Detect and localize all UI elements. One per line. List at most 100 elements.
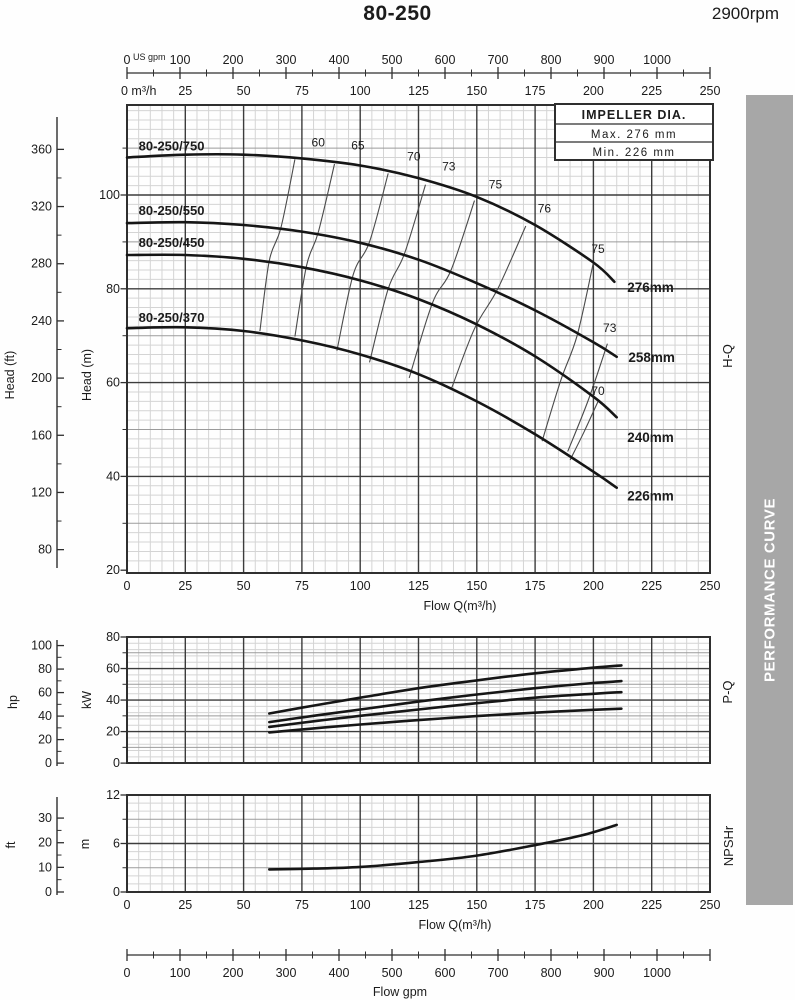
efficiency-label: 70 — [591, 384, 605, 398]
y2-tick-label: 120 — [31, 485, 52, 499]
x-tick-label: 125 — [408, 898, 429, 912]
x-tick-label: 50 — [237, 579, 251, 593]
hq-curve-276mm — [125, 152, 616, 284]
y2-tick-label: 240 — [31, 314, 52, 328]
y-tick-label: 60 — [106, 376, 120, 390]
x-tick-label: 75 — [295, 898, 309, 912]
gpm-tick-label: 400 — [329, 966, 350, 980]
hq-secondary-axis: 80 120 160 200 240 280 320 360 — [31, 117, 64, 568]
gpm-tick-label: 400 — [329, 53, 350, 67]
y2-axis-label: hp — [6, 695, 20, 709]
gpm-tick-label: 900 — [594, 966, 615, 980]
gpm-tick-label: 600 — [435, 966, 456, 980]
y-tick-label: 12 — [106, 788, 120, 802]
efficiency-label: 73 — [442, 160, 456, 174]
y2-tick-label: 0 — [45, 885, 52, 899]
y-tick-label: 60 — [106, 662, 120, 676]
impeller-max-row: Max. 276 mm — [591, 129, 677, 141]
diameter-label: 240mm — [627, 430, 674, 445]
m3h-tick-label: 50 — [237, 84, 251, 98]
efficiency-label: 76 — [538, 201, 552, 215]
y2-axis-label: ft — [4, 841, 18, 848]
x-tick-label: 150 — [466, 579, 487, 593]
gpm-tick-label: 300 — [276, 53, 297, 67]
gpm-tick-label: 500 — [382, 53, 403, 67]
m3h-zero-label: 0 m³/h — [121, 84, 156, 98]
hq-curve-226mm — [125, 325, 618, 489]
m3h-tick-label: 250 — [700, 84, 721, 98]
y-tick-label: 20 — [106, 563, 120, 577]
bottom-flow-axis: 0 100 200 300 400 500 600 700 800 900 1000 Flow gpm — [124, 949, 711, 999]
impeller-dia-box: IMPELLER DIA. Max. 276 mm Min. 226 mm — [554, 103, 714, 161]
hq-curve-240mm — [125, 253, 618, 419]
gpm-tick-label: 100 — [170, 966, 191, 980]
x-axis-label: Flow Q(m³/h) — [419, 918, 492, 932]
model-label: 80-250/550 — [139, 203, 205, 218]
x-tick-label: 150 — [466, 898, 487, 912]
gpm-tick-label: 600 — [435, 53, 456, 67]
efficiency-lines: 60 65 70 73 75 76 75 73 70 — [259, 136, 617, 461]
y-tick-label: 80 — [106, 630, 120, 644]
gpm-tick-label: 1000 — [643, 966, 671, 980]
x-tick-label: 75 — [295, 579, 309, 593]
m3h-tick-label: 200 — [583, 84, 604, 98]
gpm-tick-label: 1000 — [643, 53, 671, 67]
y-tick-label: 40 — [106, 693, 120, 707]
efficiency-label: 65 — [351, 139, 365, 153]
banner-label: PERFORMANCE CURVE — [761, 497, 778, 683]
top-flow-axis: 0 US gpm 100 200 300 400 500 600 700 800 900 1000 0 … — [121, 52, 720, 98]
x-tick-label: 0 — [124, 898, 131, 912]
gpm-tick-label: 900 — [594, 53, 615, 67]
chart-type-label: H-Q — [720, 344, 735, 368]
x-tick-label: 225 — [641, 579, 662, 593]
efficiency-label: 75 — [489, 177, 503, 191]
pq-curve-226mm — [268, 707, 623, 734]
chart-type-label: NPSHr — [721, 825, 736, 866]
gpm-tick-label: 700 — [488, 53, 509, 67]
efficiency-label: 60 — [312, 136, 326, 150]
efficiency-label: 75 — [591, 242, 605, 256]
x-tick-label: 100 — [350, 579, 371, 593]
m3h-tick-label: 225 — [641, 84, 662, 98]
x-tick-label: 0 — [124, 579, 131, 593]
impeller-min-row: Min. 226 mm — [593, 147, 676, 159]
efficiency-label: 70 — [407, 149, 421, 163]
y2-tick-label: 60 — [38, 686, 52, 700]
y2-tick-label: 80 — [38, 662, 52, 676]
efficiency-label: 73 — [603, 321, 617, 335]
y2-tick-label: 20 — [38, 733, 52, 747]
y2-tick-label: 10 — [38, 860, 52, 874]
y-tick-label: 0 — [113, 756, 120, 770]
gpm-tick-label: 500 — [382, 966, 403, 980]
m3h-tick-label: 150 — [466, 84, 487, 98]
pq-secondary-axis: 0 20 40 60 80 100 — [31, 639, 64, 770]
y2-tick-label: 20 — [38, 836, 52, 850]
x-tick-label: 200 — [583, 898, 604, 912]
gpm-tick-label: 200 — [223, 966, 244, 980]
page-title: 80-250 — [363, 2, 432, 25]
x-tick-label: 250 — [700, 898, 721, 912]
y-tick-label: 6 — [113, 836, 120, 850]
diameter-label: 226mm — [627, 488, 674, 503]
y2-tick-label: 200 — [31, 371, 52, 385]
flow-gpm-label: Flow gpm — [373, 985, 427, 999]
y2-tick-label: 280 — [31, 257, 52, 271]
y-tick-label: 0 — [113, 885, 120, 899]
y-axis-label: kW — [80, 691, 94, 709]
x-tick-label: 225 — [641, 898, 662, 912]
gpm-tick-label: 700 — [488, 966, 509, 980]
hq-curve-258mm — [125, 220, 618, 359]
x-tick-label: 125 — [408, 579, 429, 593]
y-tick-label: 100 — [99, 188, 120, 202]
npshr-secondary-axis: 0 10 20 30 — [38, 797, 64, 899]
y-tick-label: 40 — [106, 469, 120, 483]
gpm-tick-label: 100 — [170, 53, 191, 67]
m3h-tick-label: 75 — [295, 84, 309, 98]
y2-tick-label: 40 — [38, 709, 52, 723]
gpm-tick-label: 300 — [276, 966, 297, 980]
x-tick-label: 175 — [525, 898, 546, 912]
y2-tick-label: 320 — [31, 200, 52, 214]
